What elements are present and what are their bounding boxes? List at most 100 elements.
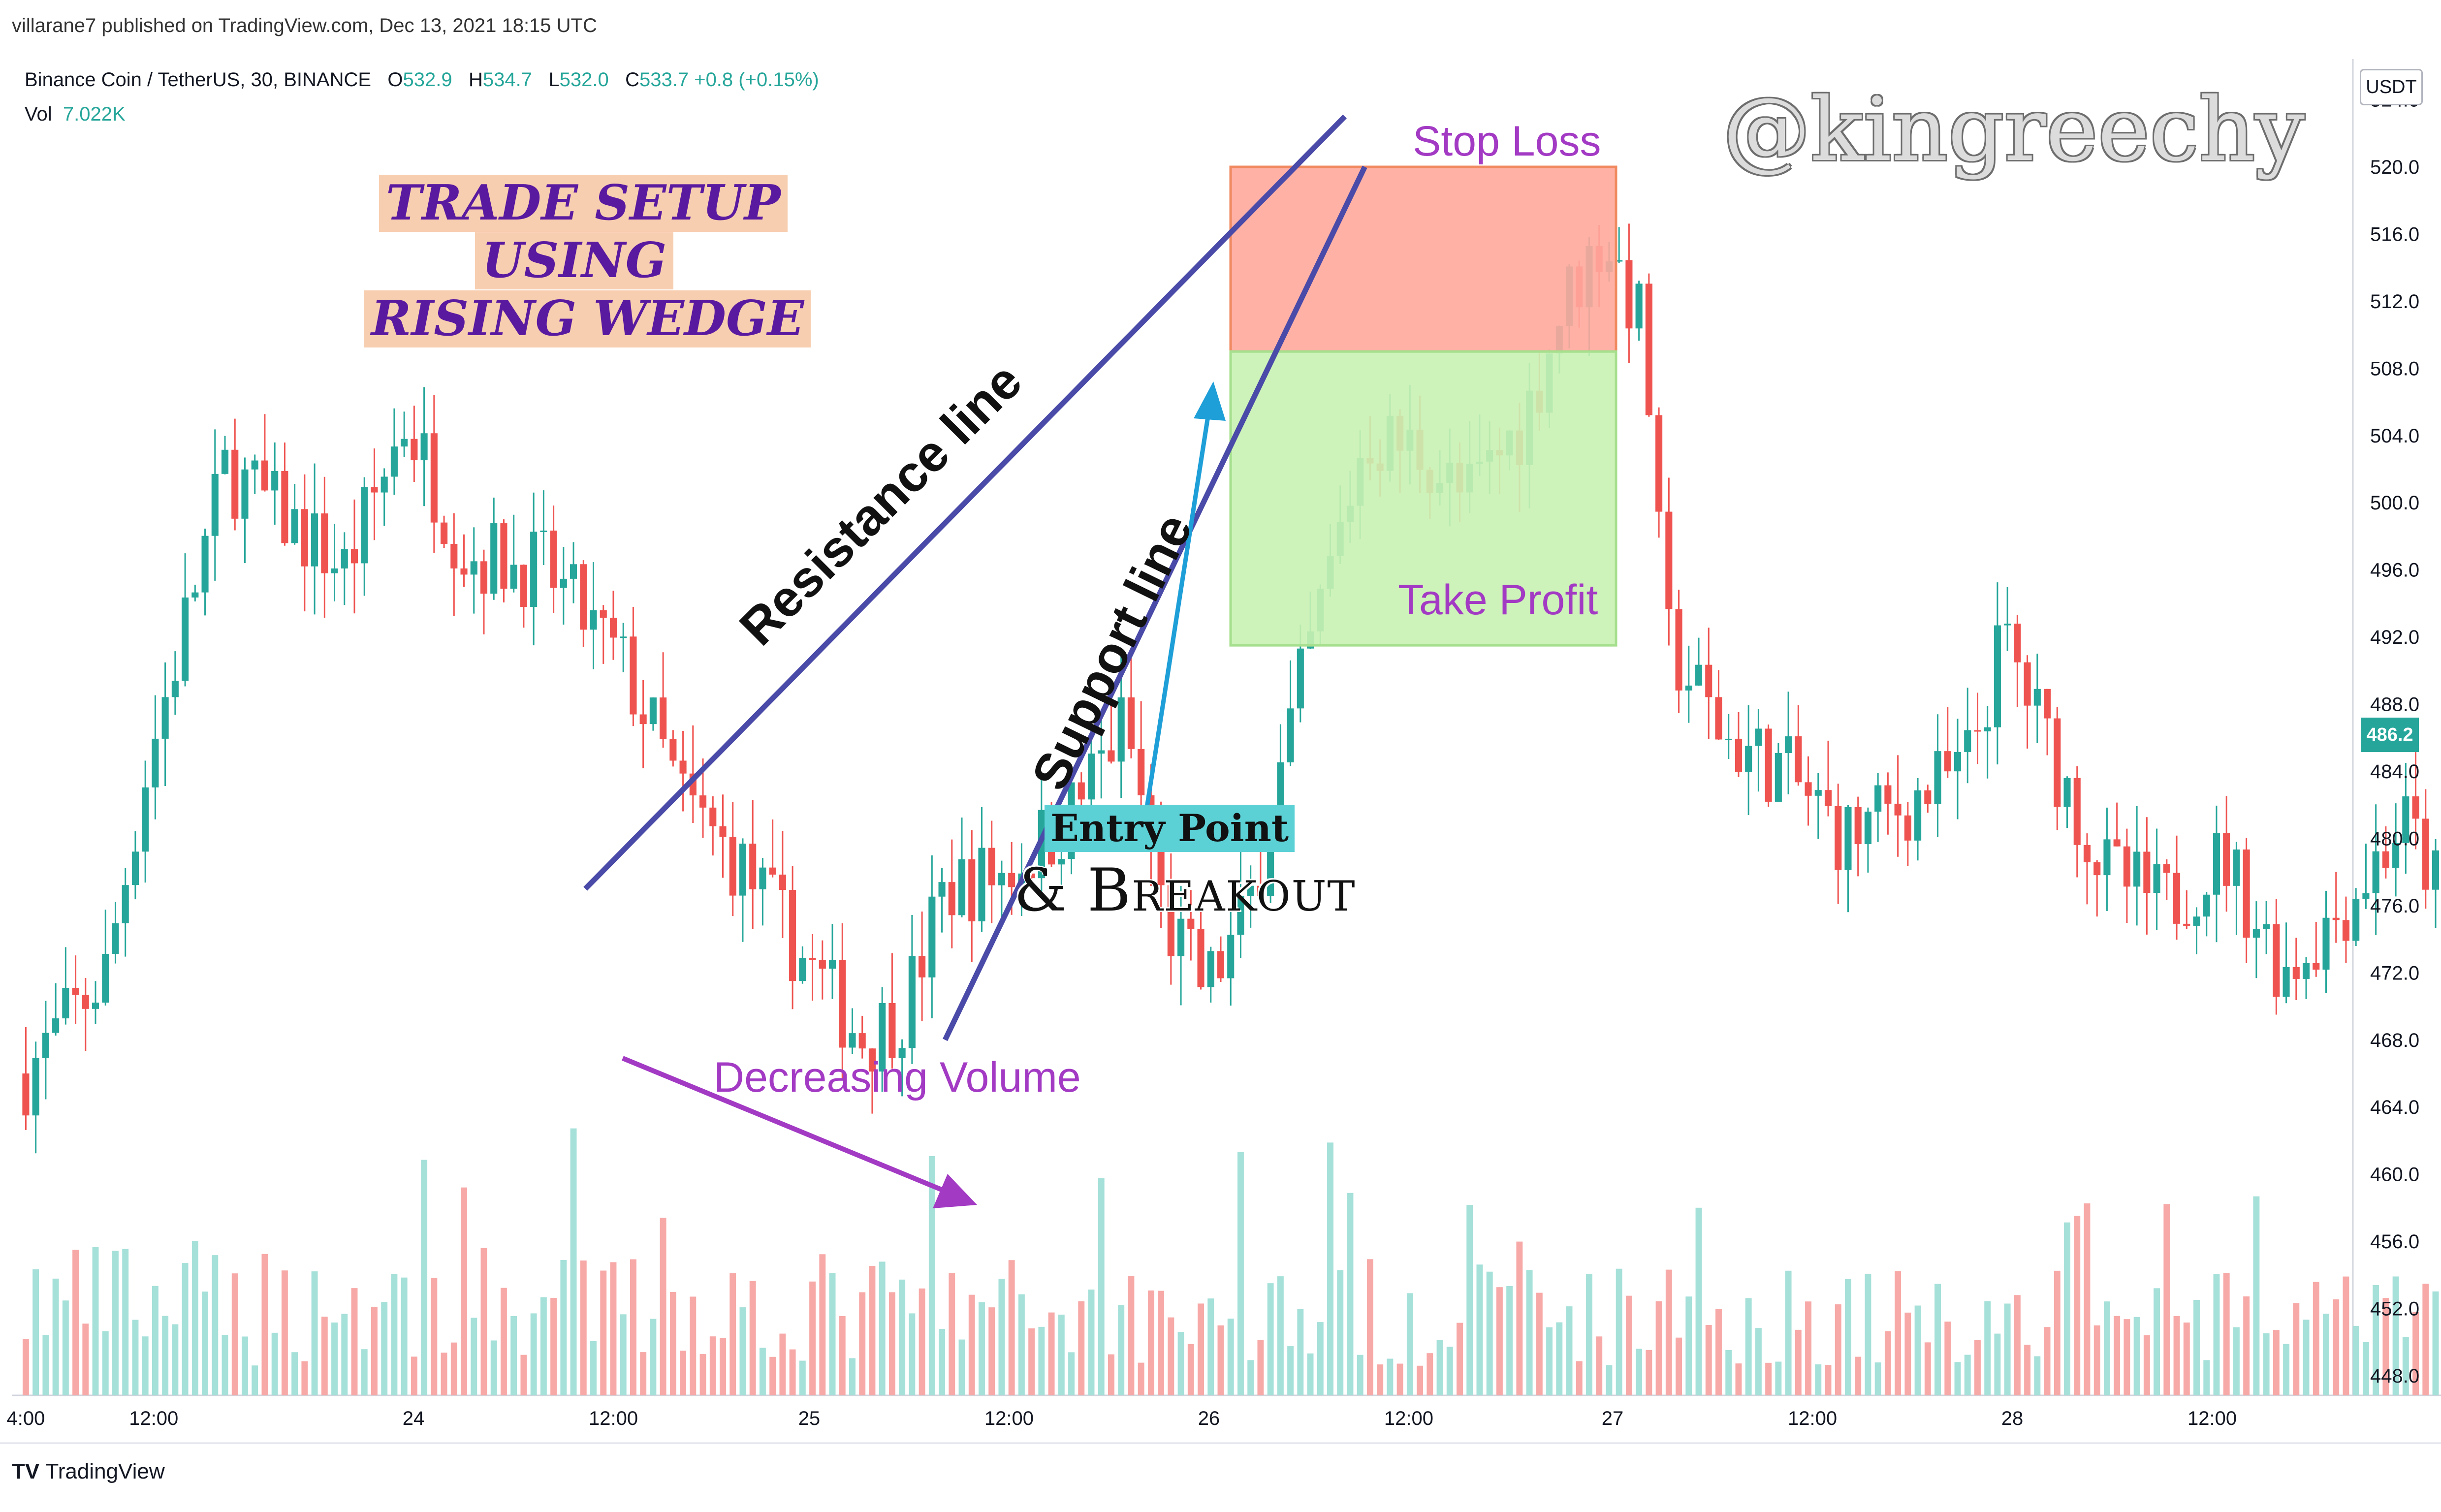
time-tick-label: 28	[2001, 1408, 2024, 1429]
ohlc-low: L532.0	[548, 69, 609, 91]
volume-bar	[391, 1274, 398, 1395]
ohlc-close: C533.7	[625, 69, 689, 91]
price-tick-label: 504.0	[2370, 425, 2419, 447]
candle-body	[510, 565, 517, 589]
volume-bar	[1207, 1298, 1214, 1395]
candle-body	[2183, 923, 2190, 926]
volume-bar	[1546, 1327, 1553, 1395]
volume-bar	[1556, 1322, 1563, 1395]
candle-body	[2133, 851, 2141, 887]
candle-body	[72, 987, 79, 995]
candle-body	[2402, 796, 2409, 843]
candle-body	[1894, 803, 1902, 816]
volume-bar	[2243, 1296, 2250, 1395]
volume-bar	[162, 1316, 169, 1395]
volume-bar	[92, 1247, 99, 1395]
volume-bar	[1616, 1268, 1622, 1395]
volume-bar	[371, 1306, 378, 1395]
tradingview-logo[interactable]: TV TradingView	[12, 1459, 165, 1483]
candle-body	[739, 844, 747, 896]
volume-bar	[2313, 1282, 2319, 1395]
candle-body	[789, 890, 796, 981]
volume-bar	[1457, 1323, 1463, 1395]
candle-body	[1157, 851, 1165, 885]
candle-body	[620, 636, 627, 638]
candle-body	[958, 859, 966, 915]
volume-bar	[1755, 1328, 1762, 1395]
candle-body	[1237, 896, 1244, 935]
candle-body	[1665, 511, 1673, 609]
candle-body	[769, 867, 776, 875]
candle-body	[2143, 851, 2151, 893]
candle-body	[759, 867, 766, 889]
volume-bar	[1177, 1332, 1184, 1395]
volume-bar	[102, 1331, 109, 1395]
candle-body	[1087, 754, 1095, 800]
candle-body	[2243, 849, 2250, 938]
volume-bar	[252, 1365, 258, 1395]
volume-bar	[301, 1361, 308, 1395]
volume-bar	[1825, 1365, 1832, 1395]
candle-body	[1108, 750, 1115, 762]
candle-body	[630, 636, 637, 715]
volume-bar	[2362, 1342, 2369, 1395]
candle-body	[888, 1003, 896, 1059]
time-tick-label: 26	[1198, 1408, 1220, 1429]
volume-bar	[620, 1314, 627, 1395]
candle-body	[998, 873, 1005, 885]
candle-body	[221, 449, 229, 474]
volume-bar	[570, 1128, 577, 1395]
price-tick-label: 484.0	[2370, 761, 2419, 783]
setup-title-line-1: TRADE SETUP	[379, 175, 788, 232]
candle-body	[1785, 736, 1792, 754]
candle-body	[152, 738, 159, 788]
volume-bar	[1904, 1312, 1911, 1395]
candle-body	[161, 697, 169, 739]
volume-bar	[839, 1316, 846, 1395]
currency-badge[interactable]: USDT	[2360, 69, 2423, 105]
candle-body	[1874, 785, 1882, 812]
volume-bar	[2103, 1301, 2110, 1395]
volume-bar	[1606, 1365, 1613, 1395]
volume-bar	[52, 1278, 59, 1395]
volume-bar	[411, 1356, 417, 1395]
candle-body	[2412, 796, 2419, 819]
volume-bar	[1118, 1305, 1125, 1395]
candle-body	[2263, 924, 2270, 929]
candle-body	[1835, 806, 1842, 870]
volume-bar	[859, 1292, 866, 1395]
candle-body	[341, 549, 348, 569]
candle-body	[102, 953, 109, 1003]
ohlc-open: O532.9	[387, 69, 452, 91]
volume-bar	[2183, 1323, 2190, 1395]
volume-bar	[2303, 1320, 2310, 1395]
volume-bar	[988, 1307, 995, 1395]
candle-body	[1725, 738, 1732, 740]
candle-body	[191, 592, 199, 598]
candle-body	[560, 578, 567, 588]
volume-bar	[1287, 1346, 1294, 1395]
candle-body	[858, 1033, 866, 1049]
candle-body	[361, 487, 368, 564]
candle-body	[2382, 851, 2389, 868]
volume-bar	[1566, 1306, 1573, 1395]
volume-bar	[1008, 1260, 1015, 1395]
price-change: +0.8 (+0.15%)	[694, 69, 819, 91]
volume-bar	[1048, 1312, 1055, 1395]
candle-body	[868, 1048, 876, 1072]
breakout-label: & Breakout	[1014, 856, 1356, 925]
volume-bar	[1665, 1269, 1672, 1395]
candle-body	[1117, 697, 1125, 762]
volume-bar	[2323, 1314, 2329, 1395]
candle-body	[1745, 746, 1752, 772]
candle-body	[1884, 785, 1892, 804]
volume-bar	[132, 1320, 139, 1395]
candle-body	[1028, 873, 1035, 879]
volume-bar	[729, 1273, 736, 1395]
volume-bar	[979, 1302, 985, 1395]
candle-body	[709, 807, 717, 826]
volume-bar	[2044, 1327, 2051, 1395]
volume-bar	[1138, 1362, 1144, 1395]
